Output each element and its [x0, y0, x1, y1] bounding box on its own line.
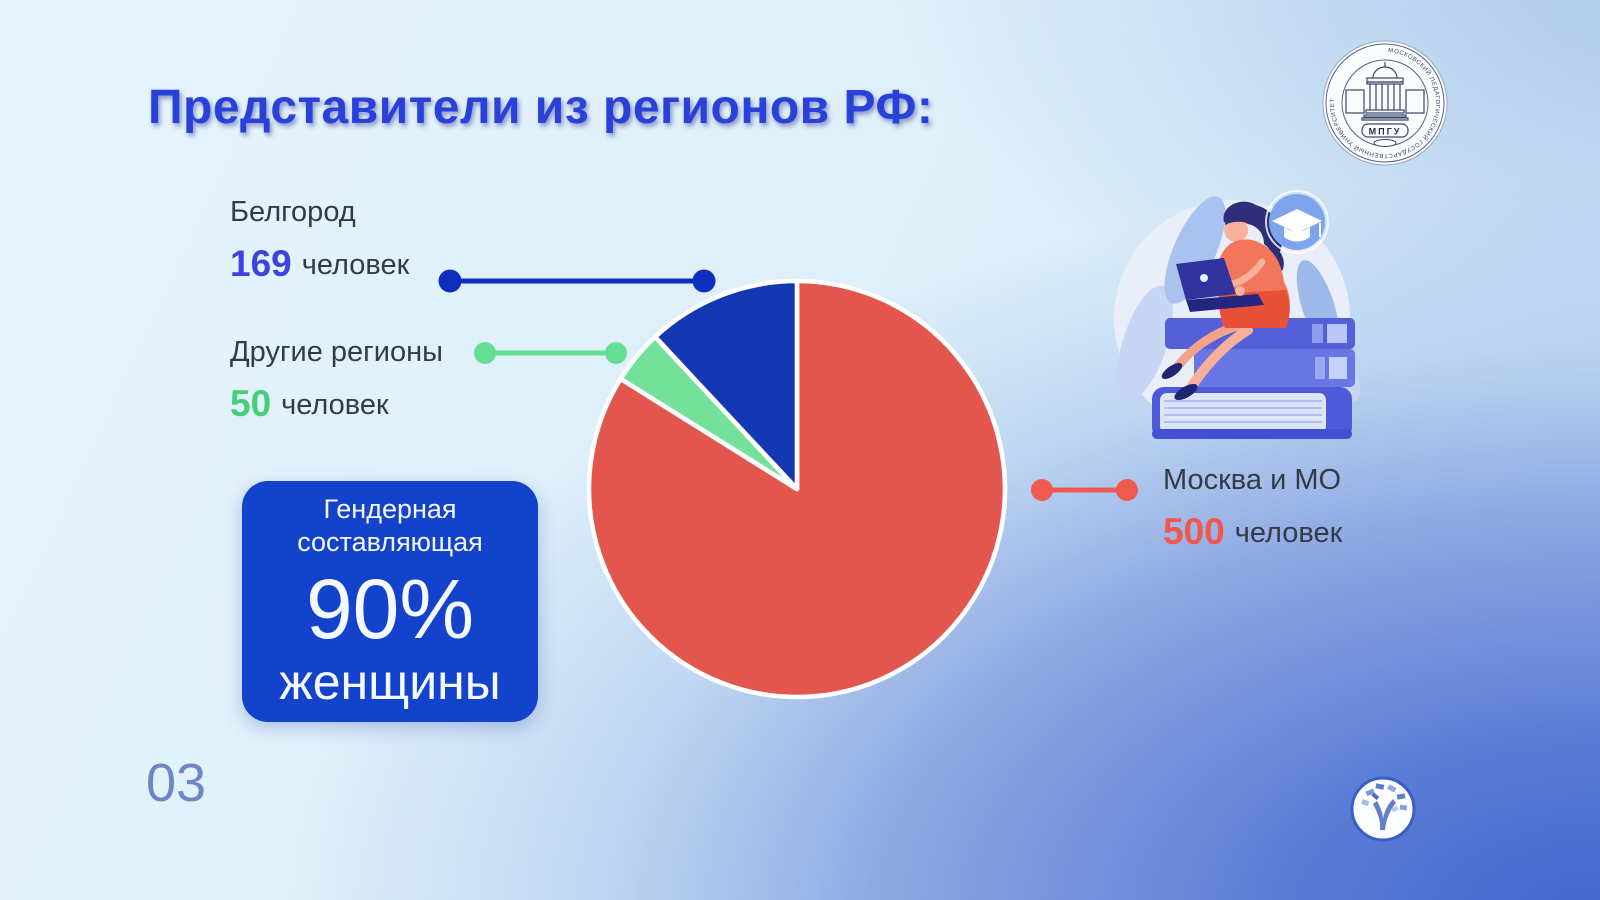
- gender-caption: женщины: [279, 654, 501, 711]
- callout-other-label: Другие регионы: [230, 336, 443, 368]
- belgorod-unit: человек: [301, 249, 410, 282]
- moscow-unit: человек: [1234, 517, 1343, 550]
- page-number: 03: [146, 753, 207, 813]
- gender-box-subtitle-1: Гендерная: [323, 493, 457, 524]
- callout-other-regions: Другие регионы 50 человек: [230, 336, 443, 425]
- gender-stat-box: Гендерная составляющая 90% женщины: [242, 481, 538, 722]
- library-logo: [1350, 776, 1416, 842]
- other-unit: человек: [281, 389, 389, 422]
- head: [1224, 218, 1248, 242]
- student-figure: [1161, 201, 1290, 401]
- university-emblem: МОСКОВСКИЙ ПЕДАГОГИЧЕСКИЙ ГОСУДАРСТВЕННЫ…: [1322, 40, 1448, 166]
- callout-moscow-label: Москва и МО: [1163, 464, 1342, 496]
- student-illustration: [1114, 190, 1360, 439]
- callout-moscow-value: 500 человек: [1163, 511, 1342, 553]
- graduation-cap-icon: [1272, 209, 1322, 233]
- pie-slices: [586, 278, 1008, 700]
- callout-moscow: Москва и МО 500 человек: [1163, 464, 1342, 553]
- callout-belgorod-label: Белгород: [230, 196, 356, 228]
- emblem-building-icon: [1345, 62, 1425, 121]
- page-title: Представители из регионов РФ:: [148, 81, 934, 134]
- moscow-connector: [1031, 479, 1138, 501]
- gender-box-subtitle-2: составляющая: [297, 526, 483, 557]
- callout-belgorod: Белгород 169 человек: [230, 196, 409, 285]
- gender-percent: 90%: [305, 561, 475, 656]
- laptop-base: [1186, 294, 1264, 312]
- graduation-cap-badge: [1265, 190, 1329, 254]
- book-tree-icon: [1361, 783, 1408, 830]
- moscow-count: 500: [1163, 511, 1225, 553]
- pie-chart: [586, 278, 1008, 700]
- callout-belgorod-value: 169 человек: [230, 243, 409, 285]
- pie-slice-2: [652, 278, 800, 492]
- belgorod-count: 169: [230, 243, 292, 285]
- emblem-abbr: МПГУ: [1369, 127, 1402, 137]
- callout-other-value: 50 человек: [230, 383, 443, 425]
- other-count: 50: [230, 383, 272, 425]
